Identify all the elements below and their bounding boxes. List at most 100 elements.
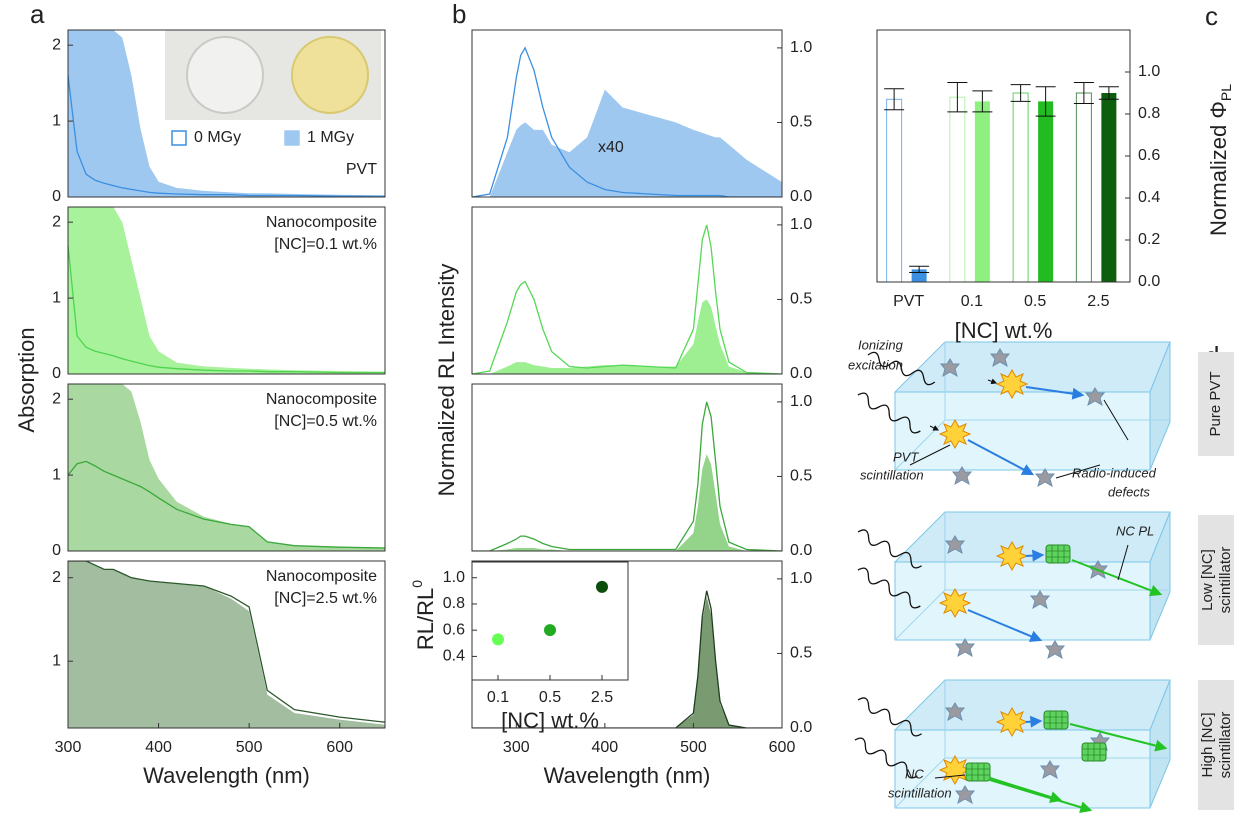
line [472,590,782,728]
panel-label: b [452,0,466,29]
line [68,460,385,549]
y-tick-label: 1.0 [790,393,812,410]
plot-area [68,207,385,374]
area [472,299,782,374]
plot-area [472,46,782,197]
plot-frame [471,206,783,375]
diagram-label: PVT [893,449,919,464]
scintillation-burst [996,707,1028,737]
bar [1101,93,1117,282]
y-tick-label: 1.0 [1138,63,1160,80]
y-tick-label: 0 [52,188,61,205]
plot-area [68,561,385,728]
leader-line [909,444,951,466]
error-bar [1035,86,1056,117]
error-bar [1010,84,1031,102]
x-tick-label: 600 [769,739,796,756]
x-axis-label: Wavelength (nm) [143,763,310,788]
y-tick-label: 0 [52,365,61,382]
plot-area [472,401,782,551]
arrow [1025,715,1043,728]
x-tick-label: 300 [55,739,82,756]
area [68,561,385,728]
x-tick-label: 2.5 [591,689,613,706]
y-tick-label: 0.4 [443,648,465,665]
y-tick-label: 0.0 [1138,273,1160,290]
arrow [967,609,1043,642]
legend-swatch [284,130,300,146]
y-tick-label: 0.0 [790,188,812,205]
y-tick-label: 0.5 [790,468,812,485]
scintillation-burst [939,588,971,618]
arrow [989,777,1063,803]
legend-label: 1 MGy [307,129,354,146]
x-axis-label: Wavelength (nm) [544,763,711,788]
annotation: Nanocomposite [266,568,377,585]
scintillator-box [894,341,1171,471]
diagram-label: Radio-induced [1072,465,1157,480]
scintillation-burst [939,419,971,449]
diagram-label: NC [905,766,924,781]
bar [974,101,990,283]
x-tick-label: PVT [893,293,924,310]
plot-area [68,30,385,197]
side-label: Low [NC] [1199,549,1216,611]
panel-label: c [1205,1,1218,31]
point [544,624,556,637]
sample-disk [291,36,369,114]
defect [1045,640,1065,659]
leader-line [934,774,966,779]
arrow [1025,386,1085,400]
plot-area [472,224,782,374]
y-tick-label: 1.0 [790,216,812,233]
annotation: Nanocomposite [266,214,377,231]
plot-frame [471,383,783,552]
panel-label: a [30,0,45,29]
nanocrystal [1081,742,1107,762]
area [68,384,385,551]
leader-line [1117,544,1129,581]
bar [886,98,903,283]
x-tick-label: 0.1 [487,689,509,706]
diagram-label: NC PL [1116,523,1154,538]
nanocrystal [965,762,991,782]
legend-swatch [171,130,187,146]
y-axis-label: Normalized ΦPL [1206,84,1234,236]
arrow [1071,559,1163,597]
y-tick-label: 1.0 [443,569,465,586]
plot-frame [67,29,386,198]
error-bar [972,90,993,113]
y-tick-label: 1.0 [790,570,812,587]
y-tick-label: 0.6 [1138,147,1160,164]
side-label: High [NC] [1199,712,1216,777]
diagram-label: Ionizing [858,337,904,352]
y-axis-label: Absorption [14,327,39,432]
diagram: Ionizing excitation PVT scintillation Ra… [848,337,1234,813]
x-axis-label: [NC] wt.% [955,318,1053,343]
diagram-label: scintillation [860,467,924,482]
x-tick-label: 0.1 [961,293,983,310]
x-tick-label: 400 [145,739,172,756]
y-tick-label: 0.0 [790,542,812,559]
defect [1035,468,1055,487]
arrow [929,425,940,431]
plot-frame [471,561,629,681]
y-tick-label: 1 [52,466,61,483]
error-bar [1073,82,1094,104]
y-tick-label: 0.5 [790,645,812,662]
y-tick-label: 0.2 [1138,231,1160,248]
area [472,89,782,197]
side-label-box [1198,680,1234,810]
y-tick-label: 0.5 [790,291,812,308]
plot-frame [67,383,386,552]
line [472,224,782,374]
diagram-label: excitation [848,357,903,372]
scintillation-burst [996,369,1028,399]
area [472,454,782,551]
line [68,75,385,197]
x-tick-label: 2.5 [1087,293,1109,310]
defect [955,638,975,657]
line [472,46,782,197]
annotation: [NC]=0.5 wt.% [274,413,377,430]
